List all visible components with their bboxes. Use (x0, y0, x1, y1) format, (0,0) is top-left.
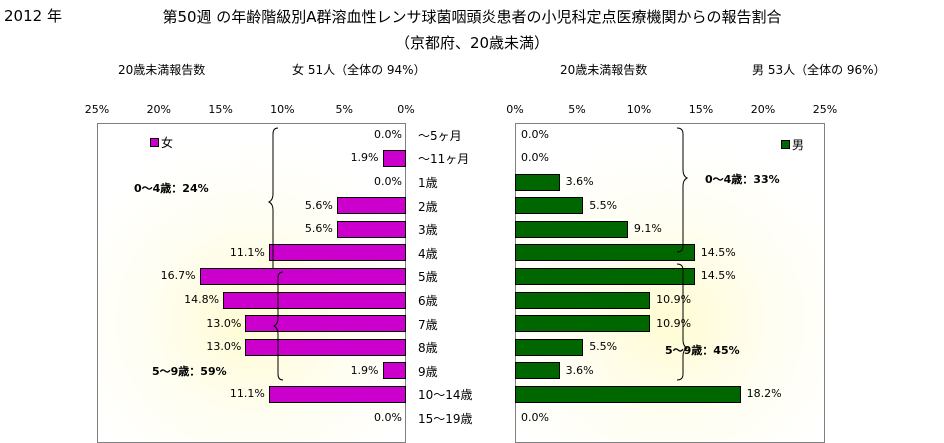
female-data-label: 0.0% (374, 411, 402, 424)
female-bar (382, 362, 406, 380)
male-axis-tick: 15% (688, 103, 714, 116)
male-data-label: 18.2% (746, 387, 782, 401)
male-data-label: 3.6% (565, 363, 594, 377)
age-category-label: ～5ヶ月 (418, 128, 462, 143)
chart-subtitle: （京都府、20歳未満） (394, 34, 550, 52)
female-data-label: 0.0% (374, 175, 402, 188)
age-category-label: 1歳 (418, 176, 438, 190)
male-bar (515, 315, 651, 333)
female-bar (382, 149, 406, 167)
female-data-label: 16.7% (160, 269, 196, 283)
male-bar (515, 291, 651, 309)
female-legend: 女 (150, 134, 173, 151)
male-bar (515, 338, 584, 356)
female-axis-tick: 5% (335, 103, 353, 116)
age-category-label: 3歳 (418, 223, 438, 238)
female-bar (268, 244, 406, 262)
year-label: 2012 年 (4, 7, 62, 25)
male-data-label: 14.5% (700, 245, 736, 259)
male-axis-tick: 5% (568, 103, 586, 116)
female-bar (245, 315, 406, 333)
age-category-label: 10～14歳 (418, 388, 473, 403)
female-count-summary: 女 51人（全体の 94%） (292, 63, 426, 77)
male-data-label: 5.5% (589, 198, 618, 212)
male-bar (515, 362, 560, 380)
male-age-brackets (676, 127, 689, 381)
male-bar (515, 267, 695, 285)
male-bracket-0-4 (676, 127, 689, 253)
female-annotation-0-4: 0～4歳：24% (134, 182, 209, 195)
female-axis-tick: 25% (84, 103, 110, 116)
male-data-label: 14.5% (700, 269, 736, 283)
female-data-label: 1.9% (350, 151, 379, 165)
female-data-label: 11.1% (229, 245, 265, 259)
female-axis-tick: 15% (208, 103, 233, 116)
female-data-label: 5.6% (304, 222, 333, 236)
male-data-label: 3.6% (565, 175, 594, 188)
male-data-label: 5.5% (589, 340, 618, 354)
age-category-label: 15～19歳 (418, 412, 473, 426)
female-data-label: 5.6% (304, 198, 333, 212)
female-data-label: 13.0% (206, 340, 242, 354)
age-category-label: 9歳 (418, 364, 438, 379)
male-data-label: 10.9% (656, 293, 692, 306)
female-data-label: 14.8% (184, 293, 220, 306)
male-data-label: 10.9% (656, 316, 692, 330)
female-axis-tick: 20% (146, 103, 172, 116)
male-bar (515, 173, 560, 191)
female-bar (199, 267, 406, 285)
age-category-label: ～11ヶ月 (418, 152, 470, 167)
female-annotation-5-9: 5～9歳：59% (152, 365, 227, 378)
male-axis-tick: 25% (812, 103, 838, 116)
female-bracket-5-9 (272, 271, 284, 381)
female-data-label: 1.9% (350, 363, 379, 377)
female-data-label: 11.1% (229, 387, 265, 401)
male-axis-tick: 10% (626, 103, 652, 116)
age-category-label: 6歳 (418, 294, 438, 308)
male-count-label: 20歳未満報告数 (560, 63, 648, 77)
male-axis-tick: 20% (750, 103, 776, 116)
age-category-label: 5歳 (418, 270, 438, 285)
female-age-brackets (267, 127, 284, 381)
male-data-label: 9.1% (633, 222, 662, 236)
male-data-label: 0.0% (521, 127, 549, 141)
female-data-label: 0.0% (374, 127, 402, 141)
male-bar (515, 244, 695, 262)
male-count-summary: 男 53人（全体の 96%） (752, 63, 886, 77)
female-bar (336, 197, 406, 215)
male-legend-swatch (781, 140, 790, 149)
female-axis-tick: 0% (397, 103, 415, 116)
age-category-label: 2歳 (418, 199, 438, 214)
male-data-label: 0.0% (521, 151, 549, 165)
male-bar (515, 197, 584, 215)
female-bar (336, 220, 406, 238)
female-legend-label: 女 (161, 136, 174, 150)
female-bar (223, 291, 406, 309)
chart-title: 第50週 の年齢階級別A群溶血性レンサ球菌咽頭炎患者の小児科定点医療機関からの報… (162, 8, 782, 26)
male-annotation-0-4: 0～4歳：33% (705, 173, 780, 186)
female-data-label: 13.0% (206, 316, 242, 330)
female-bar (268, 385, 406, 403)
male-bar (515, 385, 741, 403)
female-count-label: 20歳未満報告数 (118, 63, 206, 77)
female-axis-tick: 10% (270, 103, 295, 116)
female-bar (245, 338, 406, 356)
age-category-label: 4歳 (418, 246, 438, 261)
male-bracket-5-9 (676, 263, 689, 381)
age-category-label: 7歳 (418, 317, 438, 332)
male-axis-tick: 0% (506, 103, 524, 116)
age-category-label: 8歳 (418, 341, 438, 356)
male-bar (515, 220, 628, 238)
male-legend: 男 (781, 136, 804, 153)
female-legend-swatch (150, 138, 159, 147)
male-legend-label: 男 (792, 138, 805, 152)
male-annotation-5-9: 5～9歳：45% (665, 344, 740, 357)
male-data-label: 0.0% (521, 411, 549, 424)
female-bracket-0-4 (267, 127, 279, 268)
